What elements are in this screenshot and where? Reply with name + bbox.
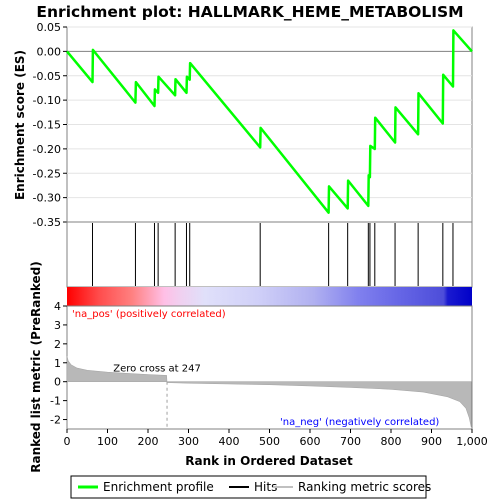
x-tick-label: 300 (178, 435, 199, 448)
legend-ranking-label: Ranking metric scores (298, 480, 431, 494)
metric-y-axis-title: Ranked list metric (PreRanked) (29, 261, 43, 473)
legend-enrichment-label: Enrichment profile (103, 480, 214, 494)
metric-panel-frame (66, 305, 473, 430)
x-tick-label: 600 (300, 435, 321, 448)
x-tick-label: 200 (138, 435, 159, 448)
x-axis-title: Rank in Ordered Dataset (185, 454, 353, 468)
x-tick-label: 700 (340, 435, 361, 448)
metric-y-tick-label: 4 (54, 300, 61, 313)
es-y-tick-label: -0.05 (33, 70, 61, 83)
es-y-axis-title: Enrichment score (ES) (13, 50, 27, 200)
legend-hits-label: Hits (254, 480, 277, 494)
x-tick-label: 500 (259, 435, 280, 448)
metric-y-tick-label: 2 (54, 338, 61, 351)
es-y-tick-label: -0.35 (33, 216, 61, 229)
x-tick-label: 900 (421, 435, 442, 448)
x-tick-label: 800 (381, 435, 402, 448)
x-tick-label: 100 (97, 435, 118, 448)
enrichment-profile-line (66, 29, 473, 214)
es-y-tick-label: -0.20 (33, 143, 61, 156)
hits-panel-frame (66, 221, 473, 288)
metric-y-tick-label: -1 (50, 395, 61, 408)
pos-correlated-label: 'na_pos' (positively correlated) (72, 309, 226, 320)
es-y-tick-label: -0.25 (33, 167, 61, 180)
es-y-tick-label: -0.10 (33, 94, 61, 107)
metric-y-tick-label: 3 (54, 319, 61, 332)
es-y-tick-label: -0.30 (33, 192, 61, 205)
x-tick-label: 400 (219, 435, 240, 448)
metric-y-tick-label: -2 (50, 414, 61, 427)
x-tick-label: 0 (64, 435, 71, 448)
x-tick-label: 1,000 (456, 435, 488, 448)
ranking-metric-area (66, 356, 472, 428)
zero-cross-label: Zero cross at 247 (113, 364, 201, 375)
rank-color-bar (67, 287, 472, 306)
metric-y-tick-label: 0 (54, 376, 61, 389)
neg-correlated-label: 'na_neg' (negatively correlated) (280, 417, 439, 428)
es-y-tick-label: -0.15 (33, 119, 61, 132)
es-y-tick-label: 0.00 (37, 45, 62, 58)
es-y-tick-label: 0.05 (37, 21, 62, 34)
chart-title: Enrichment plot: HALLMARK_HEME_METABOLIS… (36, 3, 463, 21)
metric-y-tick-label: 1 (54, 357, 61, 370)
